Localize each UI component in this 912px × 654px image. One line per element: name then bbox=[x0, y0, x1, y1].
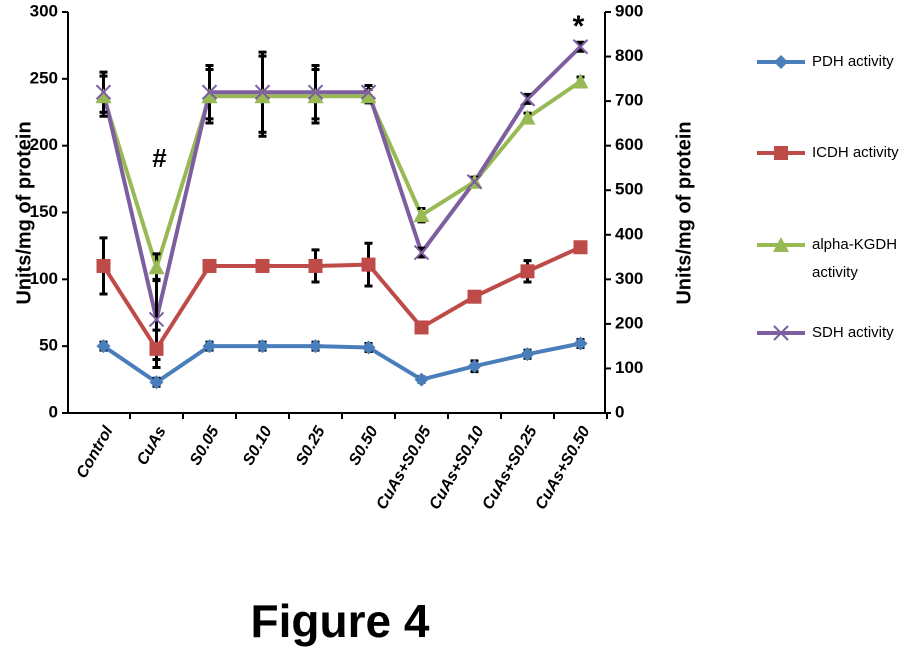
annotation: # bbox=[152, 143, 167, 173]
point bbox=[96, 339, 111, 354]
point bbox=[307, 88, 324, 104]
point bbox=[254, 88, 271, 104]
legend-marker bbox=[773, 237, 789, 252]
x-tick-label: CuAs+S0.50 bbox=[532, 424, 593, 513]
point bbox=[308, 339, 323, 354]
point bbox=[254, 84, 271, 100]
point bbox=[201, 88, 218, 104]
point bbox=[573, 240, 588, 255]
y2-tick-label: 100 bbox=[615, 358, 643, 377]
y-tick-label: 0 bbox=[49, 402, 58, 421]
x-tick-label: S0.10 bbox=[240, 424, 276, 469]
point bbox=[308, 258, 323, 273]
point bbox=[361, 340, 376, 355]
point bbox=[255, 339, 270, 354]
point bbox=[201, 84, 218, 100]
y-tick-label: 300 bbox=[30, 1, 58, 20]
point bbox=[520, 347, 535, 362]
series-line bbox=[101, 79, 582, 270]
y2-tick-label: 700 bbox=[615, 91, 643, 110]
point bbox=[255, 258, 270, 273]
point bbox=[149, 341, 164, 356]
y2-tick-label: 300 bbox=[615, 269, 643, 288]
point bbox=[414, 320, 429, 335]
point bbox=[361, 257, 376, 272]
y2-tick-label: 600 bbox=[615, 135, 643, 154]
point bbox=[96, 258, 111, 273]
legend-label: SDH activity bbox=[812, 324, 894, 341]
point bbox=[519, 91, 536, 107]
point bbox=[360, 84, 377, 100]
point bbox=[572, 39, 589, 55]
legend-marker bbox=[774, 146, 788, 160]
chart-title: Figure 4 bbox=[251, 595, 430, 647]
point bbox=[573, 336, 588, 351]
y-tick-label: 250 bbox=[30, 68, 58, 87]
y2-tick-label: 800 bbox=[615, 46, 643, 65]
point bbox=[95, 88, 112, 104]
legend-label: alpha-KGDH activity bbox=[812, 236, 898, 281]
point bbox=[202, 258, 217, 273]
legend-label: PDH activity bbox=[812, 53, 894, 70]
point bbox=[307, 84, 324, 100]
point bbox=[467, 289, 482, 304]
point bbox=[148, 311, 165, 328]
legend-marker bbox=[774, 55, 788, 69]
x-tick-label: CuAs+S0.05 bbox=[373, 423, 435, 513]
y-tick-label: 100 bbox=[30, 269, 58, 288]
series-line bbox=[101, 245, 582, 351]
point bbox=[95, 84, 112, 100]
y2-tick-label: 0 bbox=[615, 402, 624, 421]
annotation: * bbox=[573, 10, 585, 43]
x-tick-label: CuAs bbox=[134, 424, 170, 469]
y-tick-label: 50 bbox=[39, 336, 58, 355]
point bbox=[466, 174, 483, 190]
y-tick-label: 150 bbox=[30, 202, 58, 221]
y2-tick-label: 400 bbox=[615, 224, 643, 243]
point bbox=[519, 109, 536, 125]
y-tick-label: 200 bbox=[30, 135, 58, 154]
point bbox=[572, 73, 589, 89]
point bbox=[360, 88, 377, 104]
y2-tick-label: 200 bbox=[615, 313, 643, 332]
legend-marker bbox=[773, 325, 789, 341]
point bbox=[149, 375, 164, 390]
point bbox=[202, 339, 217, 354]
point bbox=[148, 259, 165, 275]
x-tick-label: S0.50 bbox=[346, 424, 382, 469]
x-tick-label: S0.25 bbox=[293, 423, 329, 469]
point bbox=[467, 359, 482, 374]
y2-axis-title: Units/mg of protein bbox=[673, 121, 695, 304]
y2-tick-label: 500 bbox=[615, 180, 643, 199]
point bbox=[520, 264, 535, 279]
point bbox=[413, 207, 430, 223]
series-line bbox=[102, 341, 581, 385]
x-tick-label: CuAs+S0.10 bbox=[426, 424, 487, 513]
series-line bbox=[101, 45, 582, 322]
y-axis-title: Units/mg of protein bbox=[13, 121, 35, 304]
x-tick-label: S0.05 bbox=[187, 423, 223, 469]
legend-label: ICDH activity bbox=[812, 144, 899, 161]
point bbox=[413, 244, 430, 261]
x-tick-label: Control bbox=[73, 423, 116, 481]
y2-tick-label: 900 bbox=[615, 1, 643, 20]
x-tick-label: CuAs+S0.25 bbox=[479, 423, 541, 513]
point bbox=[414, 372, 429, 387]
